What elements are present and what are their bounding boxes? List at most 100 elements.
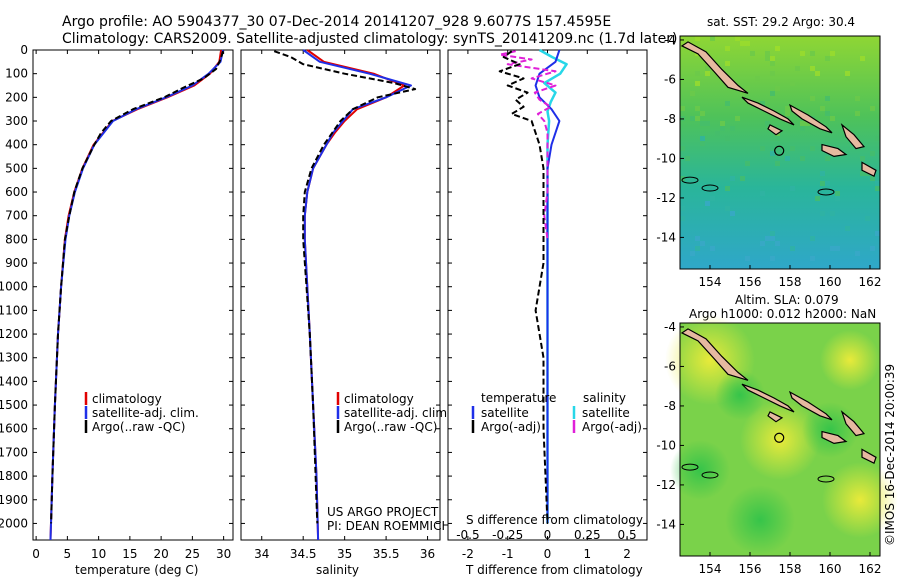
sst-pixel: [725, 206, 730, 211]
sla-blob: [820, 330, 880, 390]
sst-pixel: [825, 96, 830, 101]
y-tick-label: 1500: [0, 398, 28, 412]
sst-pixel: [855, 251, 860, 256]
sst-pixel: [745, 256, 750, 261]
y-tick-label: 2000: [0, 516, 28, 530]
x-tick-label: 36: [420, 547, 435, 561]
sst-pixel: [755, 76, 760, 81]
y-tick-label: 100: [5, 67, 28, 81]
sst-pixel: [725, 61, 730, 66]
island: [821, 143, 848, 158]
y-tick-label: 1100: [0, 303, 28, 317]
sst-pixel: [790, 246, 795, 251]
sst-pixel: [680, 206, 685, 211]
legend-t-argo-label: Argo(-adj): [481, 420, 541, 434]
sst-pixel: [765, 51, 770, 56]
island: [741, 96, 795, 126]
series-t-argo-adj-: [498, 50, 549, 524]
sst-pixel: [845, 71, 850, 76]
map-y-tick-label: -14: [656, 230, 676, 244]
x-tick-label: 5: [64, 547, 72, 561]
sst-pixel: [725, 101, 730, 106]
island: [680, 328, 749, 381]
difference-ticks: -2 -1 0 1 2 -0.5 -0.25 0 0.25 0.5: [448, 49, 647, 561]
sst-islands: [680, 41, 877, 196]
s-tick-label: 0.5: [618, 528, 637, 542]
sst-pixel: [770, 256, 775, 261]
sst-pixel: [830, 246, 835, 251]
sst-pixel: [705, 71, 710, 76]
sst-pixel: [825, 136, 830, 141]
y-tick-label: 600: [5, 185, 28, 199]
sst-pixel: [855, 111, 860, 116]
sst-pixel: [735, 36, 740, 41]
imos-timestamp: ©IMOS 16-Dec-2014 20:00:39: [883, 364, 897, 546]
s-tick-label: -0.5: [456, 528, 479, 542]
sst-pixel: [800, 126, 805, 131]
sst-pixel: [825, 111, 830, 116]
argo-location-marker: [774, 145, 785, 156]
sst-pixel: [825, 156, 830, 161]
island: [861, 161, 877, 178]
x-tick-label: 1: [583, 547, 591, 561]
map-x-tick-label: 160: [819, 562, 842, 576]
x-tick-label: 2: [623, 547, 631, 561]
x-tick-label: 10: [91, 547, 106, 561]
sst-pixel: [685, 156, 690, 161]
salinity-axes-box: [240, 49, 441, 541]
sst-pixel: [810, 66, 815, 71]
x-tick-label: -2: [462, 547, 474, 561]
sst-pixel: [770, 236, 775, 241]
map-y-tick-label: -8: [664, 399, 676, 413]
x-tick-label: 34: [254, 547, 269, 561]
sst-pixel: [765, 236, 770, 241]
salinity-panel: 34 34.5 35 35.5 36 salinity climatology sate…: [240, 49, 451, 577]
sst-pixel: [765, 56, 770, 61]
temperature-ticks: 0100200300400500600700800900100011001200…: [0, 43, 233, 561]
sst-pixel: [810, 146, 815, 151]
sst-pixel: [825, 56, 830, 61]
legend-temperature-title: temperature: [481, 391, 556, 405]
y-tick-label: 1300: [0, 351, 28, 365]
x-tick-label: 15: [122, 547, 137, 561]
legend-s-argo-label: Argo(-adj): [582, 420, 642, 434]
sla-blob: [725, 485, 795, 555]
sst-pixel: [775, 86, 780, 91]
sst-pixel: [760, 241, 765, 246]
sst-pixel: [680, 216, 685, 221]
legend-sal-satellite-label: satellite-adj. clim.: [344, 406, 451, 420]
map-y-tick-label: -6: [664, 359, 676, 373]
sst-pixel: [700, 141, 705, 146]
sst-pixel: [810, 96, 815, 101]
sst-pixel: [775, 241, 780, 246]
legend-argo-label: Argo(..raw -QC): [92, 420, 185, 434]
sst-pixel: [790, 186, 795, 191]
sst-pixel: [785, 156, 790, 161]
sst-pixel: [800, 51, 805, 56]
sst-pixel: [695, 246, 700, 251]
sst-pixel: [700, 241, 705, 246]
sst-pixel: [690, 251, 695, 256]
sst-pixel: [725, 186, 730, 191]
sst-pixel: [870, 151, 875, 156]
sst-pixel: [785, 106, 790, 111]
sst-pixel: [775, 136, 780, 141]
y-tick-label: 300: [5, 114, 28, 128]
sst-pixel: [690, 91, 695, 96]
salinity-ticks: 34 34.5 35 35.5 36: [241, 49, 440, 561]
sst-pixel: [740, 41, 745, 46]
sst-pixel: [805, 121, 810, 126]
sst-pixel: [845, 226, 850, 231]
sst-pixel: [740, 176, 745, 181]
sst-pixel: [770, 71, 775, 76]
sst-map-panel: sat. SST: 29.2 Argo: 30.4 154 156 158 160 16…: [656, 15, 881, 289]
sst-map-title: sat. SST: 29.2 Argo: 30.4: [707, 15, 855, 29]
y-tick-label: 1800: [0, 469, 28, 483]
temperature-lines: [49, 49, 224, 541]
sst-pixel: [825, 181, 830, 186]
map-y-tick-label: -14: [656, 517, 676, 531]
series-argo-raw-qc-: [273, 50, 417, 524]
sla-map-subtitle: Argo h1000: 0.012 h2000: NaN: [689, 307, 876, 321]
y-tick-label: 1900: [0, 493, 28, 507]
legend-climatology-label: climatology: [92, 392, 162, 406]
